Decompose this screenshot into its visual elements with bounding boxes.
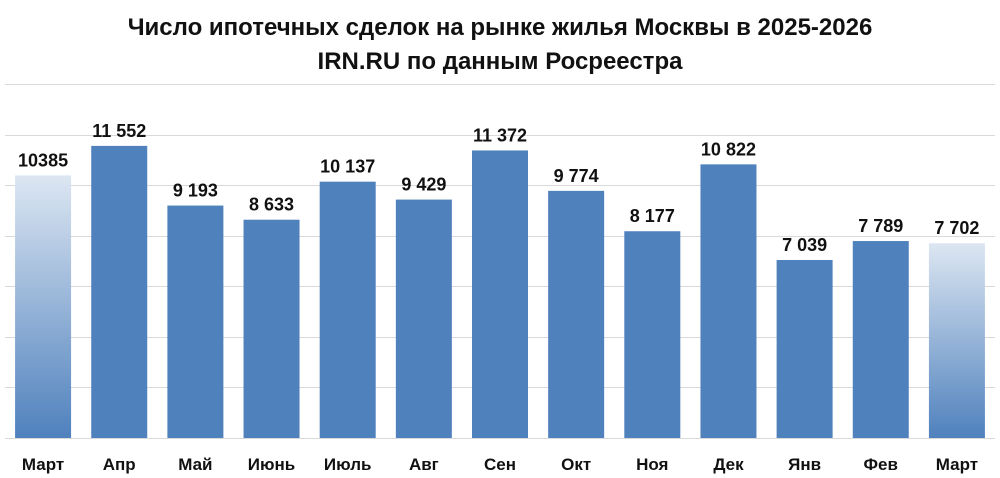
value-label: 9 774 bbox=[554, 166, 599, 186]
bar bbox=[395, 199, 452, 438]
value-labels: 10385 11 552 9 193 8 633 10 137 9 429 11 372 9 … bbox=[18, 121, 979, 255]
bar bbox=[472, 150, 528, 438]
bar bbox=[548, 190, 605, 438]
category-label: Май bbox=[178, 455, 212, 474]
bar bbox=[243, 219, 300, 438]
category-label: Июнь bbox=[248, 455, 295, 474]
value-label: 11 552 bbox=[92, 121, 146, 141]
bar bbox=[928, 243, 985, 438]
bars bbox=[15, 145, 985, 439]
bar bbox=[319, 181, 376, 438]
bar bbox=[776, 260, 833, 438]
category-label: Фев bbox=[864, 455, 898, 474]
category-labels: Март Апр Май Июнь Июль Авг Сен Окт Ноя Дек Янв Фев М… bbox=[22, 455, 978, 474]
value-label: 7 702 bbox=[934, 218, 979, 238]
category-label: Март bbox=[22, 455, 64, 474]
bar bbox=[167, 205, 224, 438]
value-label: 7 789 bbox=[858, 216, 903, 236]
bar bbox=[700, 164, 757, 438]
category-label: Сен bbox=[484, 455, 516, 474]
value-label: 8 177 bbox=[630, 206, 675, 226]
value-label: 7 039 bbox=[782, 235, 827, 255]
bar bbox=[15, 175, 72, 439]
value-label: 9 429 bbox=[401, 175, 446, 195]
category-label: Дек bbox=[713, 455, 744, 474]
value-label: 8 633 bbox=[249, 195, 294, 215]
value-label: 10385 bbox=[18, 150, 68, 170]
category-label: Окт bbox=[561, 455, 591, 474]
bar bbox=[852, 241, 909, 438]
value-label: 9 193 bbox=[173, 181, 218, 201]
category-label: Март bbox=[936, 455, 978, 474]
bar bbox=[624, 231, 681, 438]
chart-title: Число ипотечных сделок на рынке жилья Мо… bbox=[127, 14, 873, 41]
category-label: Ноя bbox=[636, 455, 668, 474]
value-label: 11 372 bbox=[473, 125, 527, 145]
category-label: Авг bbox=[409, 455, 439, 474]
bar bbox=[91, 145, 148, 439]
chart-subtitle: IRN.RU по данным Росреестра bbox=[317, 48, 683, 75]
value-label: 10 137 bbox=[320, 157, 375, 177]
category-label: Июль bbox=[324, 455, 372, 474]
category-label: Апр bbox=[103, 455, 136, 474]
category-label: Янв bbox=[788, 455, 821, 474]
value-label: 10 822 bbox=[701, 139, 756, 159]
